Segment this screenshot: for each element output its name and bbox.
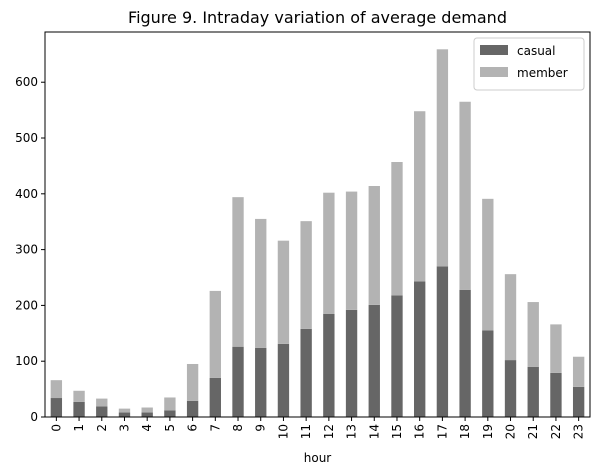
x-tick-label-19: 19: [481, 424, 495, 439]
bar-casual-hour-15: [391, 295, 403, 417]
x-tick-label-9: 9: [254, 424, 268, 432]
x-tick-label-11: 11: [299, 424, 313, 439]
bar-member-hour-0: [50, 380, 63, 399]
x-tick-label-18: 18: [458, 424, 472, 439]
y-tick-label-400: 400: [15, 187, 38, 201]
y-tick-label-500: 500: [15, 131, 38, 145]
bar-casual-hour-5: [164, 410, 176, 417]
bar-casual-hour-4: [141, 412, 153, 417]
bar-casual-hour-19: [482, 330, 494, 417]
bar-member-hour-1: [73, 390, 85, 402]
x-tick-label-21: 21: [526, 424, 540, 439]
plot-frame: [44, 31, 591, 418]
y-tick-label-0: 0: [30, 410, 38, 424]
bar-casual-hour-3: [118, 412, 131, 417]
legend-swatch-casual: [480, 45, 508, 55]
x-tick-label-0: 0: [49, 424, 63, 432]
bar-member-hour-11: [300, 221, 312, 329]
bar-casual-hour-13: [345, 309, 358, 417]
bar-casual-hour-8: [232, 346, 244, 417]
bar-casual-hour-12: [323, 313, 335, 417]
bar-member-hour-3: [118, 408, 131, 413]
bar-member-hour-20: [504, 274, 517, 361]
bar-member-hour-23: [572, 356, 585, 387]
x-tick-label-14: 14: [367, 424, 381, 439]
bar-casual-hour-7: [209, 377, 221, 417]
x-tick-label-3: 3: [117, 424, 131, 432]
bar-member-hour-18: [459, 101, 471, 290]
x-tick-label-20: 20: [504, 424, 518, 439]
x-tick-label-15: 15: [390, 424, 404, 439]
x-tick-label-5: 5: [163, 424, 177, 432]
y-tick-label-300: 300: [15, 243, 38, 257]
x-axis: 0 1 2 3 4 5 6 7 8 9 10 11 12 13 14 15 16 17 18 19 20 21 22 23: [49, 417, 586, 439]
chart-title: Figure 9. Intraday variation of average …: [128, 8, 507, 27]
bar-member-hour-8: [232, 197, 244, 347]
y-axis: 0 100 200 300 400 500 600: [15, 75, 45, 424]
bar-casual-hour-10: [277, 343, 290, 417]
bar-casual-hour-21: [527, 366, 539, 417]
bars-group: [50, 49, 585, 417]
bar-casual-hour-2: [96, 406, 108, 417]
bar-member-hour-21: [527, 302, 539, 367]
y-tick-label-100: 100: [15, 354, 38, 368]
bar-casual-hour-1: [73, 401, 85, 417]
bar-member-hour-17: [436, 49, 449, 267]
y-tick-label-600: 600: [15, 75, 38, 89]
bar-member-hour-19: [482, 198, 494, 331]
x-tick-label-12: 12: [322, 424, 336, 439]
bar-member-hour-15: [391, 162, 403, 296]
bar-member-hour-9: [255, 218, 267, 348]
bar-member-hour-7: [209, 290, 221, 378]
y-tick-label-200: 200: [15, 298, 38, 312]
bar-casual-hour-18: [459, 289, 471, 417]
x-tick-label-1: 1: [72, 424, 86, 432]
bar-casual-hour-14: [368, 304, 380, 417]
bar-member-hour-5: [164, 397, 176, 411]
bar-member-hour-2: [96, 398, 108, 407]
bar-member-hour-12: [323, 192, 335, 314]
bar-casual-hour-9: [255, 347, 267, 417]
bar-casual-hour-16: [414, 281, 426, 417]
bar-casual-hour-17: [436, 266, 449, 417]
bar-casual-hour-11: [300, 328, 312, 417]
x-tick-label-7: 7: [208, 424, 222, 432]
x-tick-label-16: 16: [413, 424, 427, 439]
bar-casual-hour-6: [186, 400, 199, 417]
x-tick-label-2: 2: [95, 424, 109, 432]
bar-member-hour-14: [368, 186, 380, 305]
x-tick-label-8: 8: [231, 424, 245, 432]
legend: casual member: [473, 37, 585, 91]
bar-member-hour-13: [345, 191, 358, 310]
x-tick-label-13: 13: [345, 424, 359, 439]
legend-label-member: member: [517, 66, 568, 80]
bar-member-hour-6: [186, 363, 199, 401]
legend-label-casual: casual: [517, 44, 556, 58]
bar-casual-hour-22: [550, 372, 562, 417]
x-tick-label-23: 23: [572, 424, 586, 439]
x-tick-label-4: 4: [140, 424, 154, 432]
x-tick-label-6: 6: [186, 424, 200, 432]
bar-casual-hour-20: [504, 360, 517, 417]
x-tick-label-17: 17: [435, 424, 449, 439]
bar-member-hour-16: [414, 111, 426, 282]
bar-casual-hour-23: [572, 386, 585, 417]
bar-member-hour-4: [141, 407, 153, 413]
bar-member-hour-10: [277, 240, 290, 344]
x-tick-label-22: 22: [549, 424, 563, 439]
bar-member-hour-22: [550, 324, 562, 373]
x-tick-label-10: 10: [276, 424, 290, 439]
bar-casual-hour-0: [50, 398, 63, 417]
x-axis-label: hour: [304, 451, 332, 465]
legend-swatch-member: [480, 67, 508, 77]
